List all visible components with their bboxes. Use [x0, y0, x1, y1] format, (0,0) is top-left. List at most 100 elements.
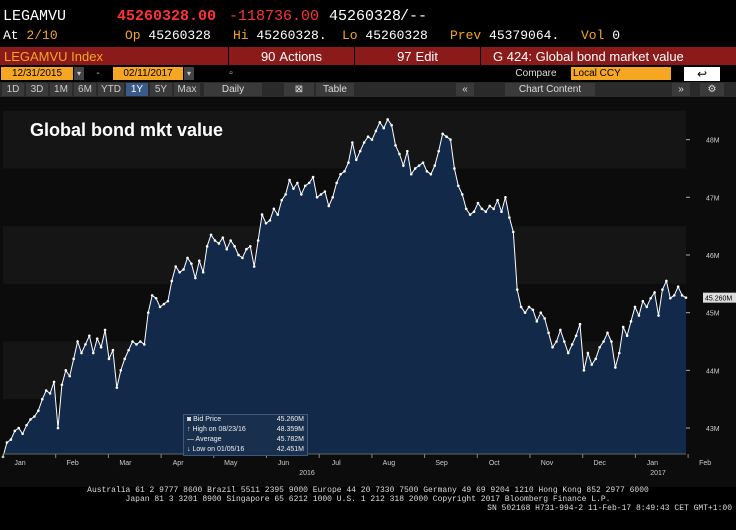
data-point [645, 305, 649, 309]
data-point [260, 213, 264, 216]
data-point [614, 366, 617, 369]
year-label: 2016 [299, 470, 315, 477]
x-tick-label: Oct [489, 460, 500, 467]
data-point [429, 172, 433, 176]
gear-icon[interactable]: ⚙ [700, 83, 724, 96]
index-name[interactable]: LEGAMVU Index [0, 47, 228, 65]
data-point [60, 383, 64, 387]
high-value: 45260328. [256, 28, 327, 43]
data-point [598, 345, 601, 349]
header-bar: LEGAMVU Index 90 Actions 97 Edit G 424: Gl… [0, 47, 736, 65]
back-icon[interactable]: ↩ [684, 67, 720, 81]
data-point [602, 340, 605, 343]
data-point [684, 296, 688, 299]
x-tick-label: Aug [383, 460, 396, 467]
data-point [225, 247, 229, 251]
period-1m[interactable]: 1M [50, 83, 72, 96]
x-tick-label: Mar [119, 460, 132, 467]
period-6m[interactable]: 6M [74, 83, 96, 96]
data-point [547, 331, 550, 335]
data-point [425, 170, 429, 173]
data-point [127, 348, 130, 352]
y-tick-label: 43M [706, 426, 720, 433]
period-1y[interactable]: 1Y [126, 83, 148, 96]
edit-number: 97 [397, 48, 412, 64]
line-chart-icon[interactable]: ⊠ [284, 83, 314, 96]
data-point [500, 210, 503, 214]
data-point [382, 126, 386, 130]
data-point [17, 426, 21, 430]
compare-select[interactable]: Local CCY [571, 67, 671, 80]
data-point [186, 256, 189, 260]
period-5y[interactable]: 5Y [150, 83, 172, 96]
data-point [91, 351, 95, 355]
data-point [178, 270, 181, 274]
graph-title: G 424: Global bond market value [481, 47, 736, 65]
period-ytd[interactable]: YTD [98, 83, 124, 96]
data-point [119, 369, 123, 372]
scroll-left-icon[interactable]: « [456, 83, 474, 96]
period-3d[interactable]: 3D [26, 83, 48, 96]
data-point [366, 135, 370, 139]
y-tick-label: 46M [706, 253, 720, 260]
chart-title: Global bond mkt value [30, 120, 224, 140]
data-point [103, 328, 107, 332]
data-point [123, 357, 126, 361]
chart-legend: ◙ Bid Price 45.260M ↑ High on 08/23/16 48.3… [183, 414, 308, 456]
x-tick-label: Sep [435, 460, 448, 467]
data-point [661, 288, 664, 291]
low-value: 45260328 [365, 28, 428, 43]
data-point [52, 380, 56, 384]
data-point [449, 138, 452, 141]
data-point [268, 219, 272, 222]
data-point [523, 311, 527, 314]
end-date[interactable]: 02/11/2017 [113, 67, 183, 80]
chart-content-button[interactable]: Chart Content [505, 83, 595, 96]
start-date[interactable]: 12/31/2015 [1, 67, 73, 80]
data-point [574, 334, 578, 338]
data-point [519, 305, 523, 309]
table-button[interactable]: Table [316, 83, 354, 96]
data-point [323, 190, 327, 193]
data-point [107, 357, 111, 361]
edit-menu[interactable]: 97 Edit [355, 47, 480, 65]
legend-row: ↓ Low on 01/05/16 42.451M [184, 445, 307, 455]
x-tick-label: Jan [14, 460, 25, 467]
data-point [354, 158, 358, 162]
data-point [409, 172, 413, 176]
calendar-icon-2[interactable]: ▾ [184, 67, 194, 80]
period-max[interactable]: Max [174, 83, 200, 96]
data-point [241, 256, 244, 260]
data-point [531, 308, 535, 312]
data-point [315, 195, 319, 199]
data-point [460, 193, 464, 196]
data-point [668, 296, 672, 300]
legend-label: ↓ Low on 01/05/16 [187, 446, 245, 453]
data-point [272, 207, 276, 211]
data-point [99, 345, 103, 349]
edit-label: Edit [415, 48, 438, 64]
data-point [543, 317, 546, 320]
legend-label: — Average [187, 436, 222, 443]
actions-number: 90 [260, 48, 276, 64]
data-point [335, 181, 338, 185]
data-point [213, 239, 217, 242]
frequency-select[interactable]: Daily [204, 83, 262, 96]
data-point [665, 279, 668, 283]
last-price-tag [703, 292, 736, 303]
data-point [44, 389, 48, 392]
calendar-icon[interactable]: ▾ [74, 67, 84, 80]
window-icon[interactable]: ▫ [229, 68, 233, 79]
data-point [339, 172, 342, 176]
data-point [594, 357, 598, 361]
low-label: Lo [342, 28, 358, 43]
period-1d[interactable]: 1D [2, 83, 24, 96]
actions-menu[interactable]: 90 Actions [229, 47, 354, 65]
scroll-right-icon[interactable]: » [672, 83, 690, 96]
data-point [480, 207, 484, 211]
data-point [307, 181, 311, 185]
data-point [264, 221, 268, 225]
data-point [48, 392, 52, 395]
data-point [657, 314, 660, 317]
data-point [331, 195, 335, 199]
